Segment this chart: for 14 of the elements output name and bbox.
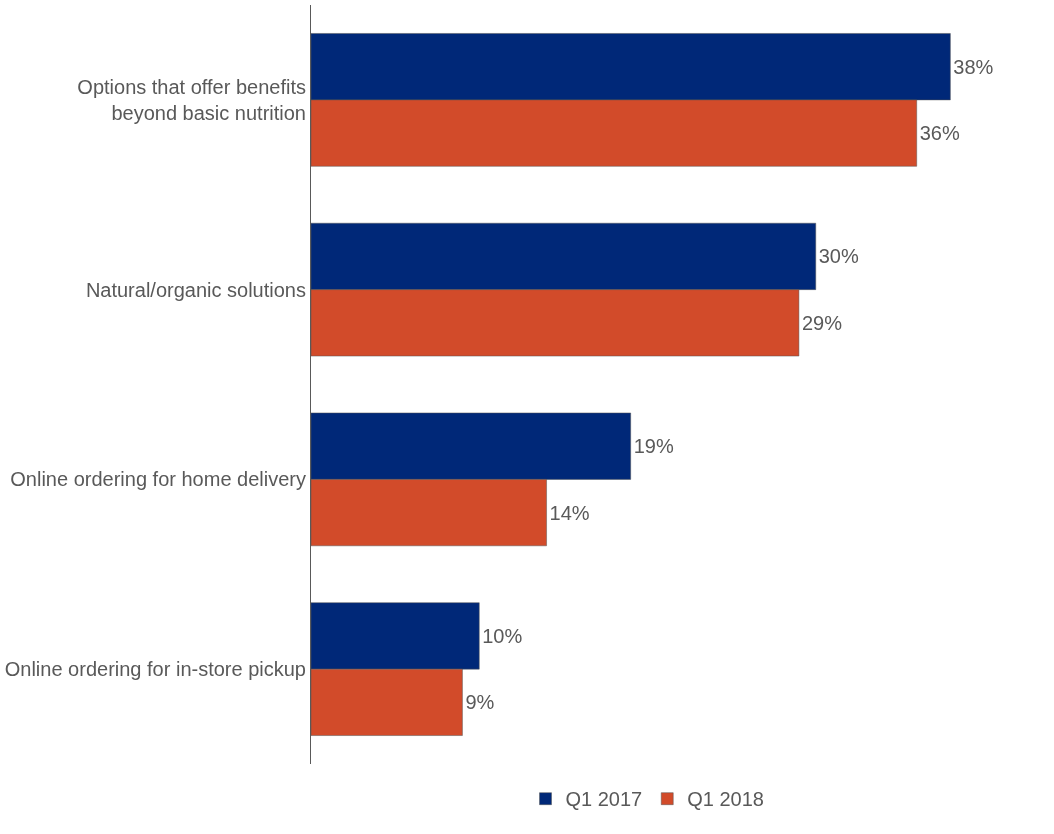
- legend-label: Q1 2018: [687, 788, 764, 811]
- data-label: 9%: [465, 691, 495, 714]
- legend-label: Q1 2017: [565, 788, 643, 811]
- data-label: 14%: [549, 501, 590, 524]
- y-tick-label: Options that offer benefits beyond basic nutrition: [77, 75, 306, 124]
- y-tick-label: Online ordering for home delivery: [10, 468, 306, 491]
- data-label: 19%: [633, 435, 674, 458]
- y-tick-label: Online ordering for in-store pickup: [4, 658, 306, 681]
- data-label: 38%: [953, 55, 994, 78]
- y-tick-label: Natural/organic solutions: [85, 278, 306, 301]
- data-label: 10%: [482, 624, 523, 647]
- data-label: 36%: [919, 122, 960, 145]
- data-label: 30%: [818, 245, 859, 268]
- data-label: 29%: [801, 311, 843, 334]
